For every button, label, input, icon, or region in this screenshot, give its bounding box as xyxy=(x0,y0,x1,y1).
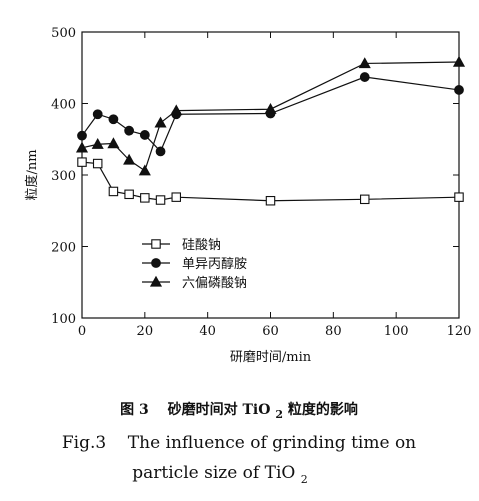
series-3-point xyxy=(107,137,120,149)
legend-item: 单异丙醇胺 xyxy=(142,256,247,272)
x-tick-label: 100 xyxy=(384,324,409,339)
caption-cn-text-before: 砂磨时间对 TiO xyxy=(167,401,271,418)
legend-item: 硅酸钠 xyxy=(142,238,221,253)
legend-marker xyxy=(151,258,161,268)
axis-ticks xyxy=(81,31,460,319)
series-2-point xyxy=(359,72,370,82)
x-tick-label: 60 xyxy=(262,324,279,339)
x-tick-label: 120 xyxy=(447,324,472,339)
series-2-point xyxy=(139,130,150,140)
caption-cn-label: 图 3 xyxy=(120,402,149,418)
axis-tick-labels: 0 20 40 60 80 100 120 100 200 300 400 500 xyxy=(51,26,471,339)
series-1-line xyxy=(81,161,460,202)
series-3-point xyxy=(170,104,183,116)
series-2-point xyxy=(155,146,166,157)
x-axis-title: 研磨时间/min xyxy=(230,350,312,365)
x-tick-label: 20 xyxy=(137,324,154,339)
y-tick-label: 300 xyxy=(51,169,76,184)
legend-label: 六偏磷酸钠 xyxy=(182,276,247,291)
series-3-point xyxy=(91,138,104,149)
series-2 xyxy=(77,72,464,157)
series-2-line xyxy=(81,76,460,153)
caption-en-line2-sub: 2 xyxy=(301,473,308,486)
x-tick-label: 0 xyxy=(78,324,86,339)
legend-label: 单异丙醇胺 xyxy=(182,256,247,272)
caption-cn-text-after: 粒度的影响 xyxy=(288,401,358,418)
series-3-line xyxy=(81,61,460,172)
series-1-point xyxy=(265,195,276,206)
series-1-point xyxy=(92,158,103,169)
series-3 xyxy=(75,55,466,176)
legend-item: 六偏磷酸钠 xyxy=(142,275,247,291)
series-1-point xyxy=(140,193,150,203)
series-3-point xyxy=(154,116,167,128)
y-tick-label: 400 xyxy=(51,98,76,113)
series-1-point xyxy=(359,194,370,205)
x-tick-label: 40 xyxy=(199,324,216,339)
series-1-point xyxy=(77,157,87,167)
plot-area: 0 20 40 60 80 100 120 100 200 300 400 500 xyxy=(51,26,471,339)
caption-en-line1: Fig.3 The influence of grinding time on xyxy=(62,433,416,453)
series-3-point xyxy=(358,57,371,69)
y-tick-label: 100 xyxy=(51,312,76,327)
y-axis-title: 粒度/nm xyxy=(24,149,40,200)
series-3-point xyxy=(452,55,466,67)
y-tick-label: 200 xyxy=(51,241,76,256)
series-3-point xyxy=(264,102,277,114)
x-tick-label: 80 xyxy=(325,324,342,339)
series-1-point xyxy=(124,189,134,200)
series-2-point xyxy=(92,109,103,120)
legend-marker xyxy=(151,239,161,249)
plot-frame xyxy=(81,31,460,319)
series-3-point xyxy=(123,153,136,165)
series-1-point xyxy=(454,192,464,202)
caption-cn-sub: 2 xyxy=(275,408,283,421)
series-1-point xyxy=(108,186,119,197)
series-layer xyxy=(75,55,466,206)
legend-label: 硅酸钠 xyxy=(182,238,221,253)
series-3-point xyxy=(138,164,151,176)
series-3-point xyxy=(75,141,89,153)
caption-en-line2-text: particle size of TiO xyxy=(132,463,295,483)
series-1-point xyxy=(171,192,182,202)
caption-cn: 图 3 砂磨时间对 TiO 2 粒度的影响 xyxy=(120,401,358,422)
series-2-point xyxy=(108,114,119,125)
series-2-point xyxy=(124,125,135,136)
series-2-point xyxy=(454,85,464,95)
caption-en-line2: particle size of TiO 2 xyxy=(132,463,307,486)
series-1 xyxy=(77,157,464,206)
series-1-point xyxy=(155,195,166,205)
legend-marker xyxy=(149,275,163,287)
y-tick-label: 500 xyxy=(51,26,76,41)
series-2-point xyxy=(77,130,87,141)
